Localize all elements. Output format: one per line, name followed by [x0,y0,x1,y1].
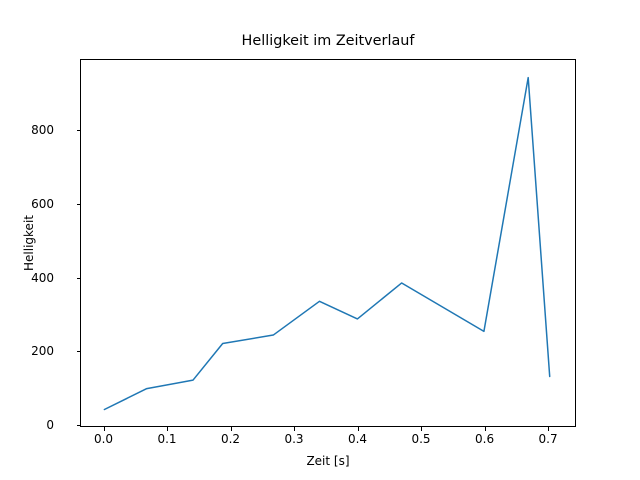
x-tick-mark [167,427,168,431]
y-tick-mark [76,130,80,132]
x-tick-label: 0.5 [411,432,431,446]
y-tick-label: 600 [31,196,54,211]
y-tick-label: 400 [31,270,54,285]
y-tick-label: 800 [31,123,54,138]
y-tick-mark [76,203,80,205]
chart-title: Helligkeit im Zeitverlauf [241,33,415,49]
y-tick-mark [76,351,80,353]
x-tick-label: 0.4 [347,432,368,446]
x-tick-mark [357,427,359,431]
x-tick-label: 0.6 [475,432,495,446]
x-tick-label: 0.2 [220,432,241,446]
y-tick-label: 200 [31,344,54,359]
x-tick-label: 0.7 [538,432,558,446]
y-tick-mark [76,425,80,427]
data-line-svg [103,76,551,411]
x-tick-mark [103,427,105,431]
y-axis-label: Helligkeit [22,215,36,271]
data-line-helligkeit [103,76,551,411]
x-tick-label: 0.3 [284,432,304,446]
x-tick-label: 0.0 [93,432,114,446]
plot-axes [80,59,576,427]
x-tick-label: 0.1 [157,432,177,446]
x-tick-mark [294,427,296,431]
x-tick-mark [230,427,232,431]
x-tick-mark [421,427,423,431]
y-tick-label: 0 [46,418,54,433]
x-tick-mark [548,427,550,431]
y-tick-mark [76,277,80,279]
x-tick-mark [484,427,486,431]
x-axis-label: Zeit [s] [306,454,350,468]
